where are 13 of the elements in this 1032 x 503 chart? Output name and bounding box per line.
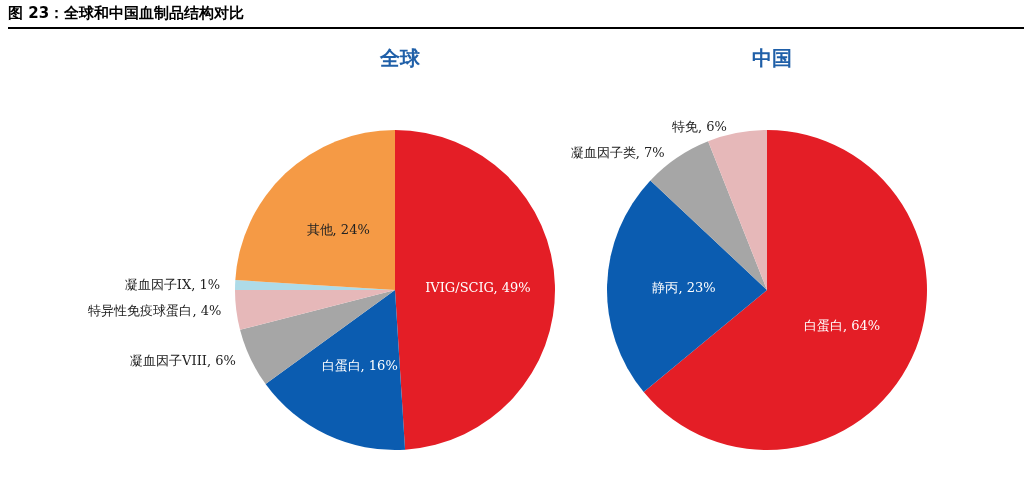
slice-label: 白蛋白, 64% [804,317,881,333]
slice-label: 静丙, 23% [652,279,716,295]
caption: 图 23：全球和中国血制品结构对比 [8,4,246,23]
chart-title: 中国 [752,47,792,69]
slice-label: 凝血因子VIII, 6% [130,353,236,369]
chart-title: 全球 [379,47,421,69]
slice-label: 特异性免疫球蛋白, 4% [88,303,222,319]
slice-label: 特免, 6% [672,119,727,135]
slice-label: 白蛋白, 16% [321,357,398,373]
slice-label: 凝血因子类, 7% [570,145,665,161]
slice-label: 其他, 24% [306,222,370,237]
slice-label: IVIG/SCIG, 49% [425,279,531,295]
slice-label: 凝血因子IX, 1% [124,277,221,293]
